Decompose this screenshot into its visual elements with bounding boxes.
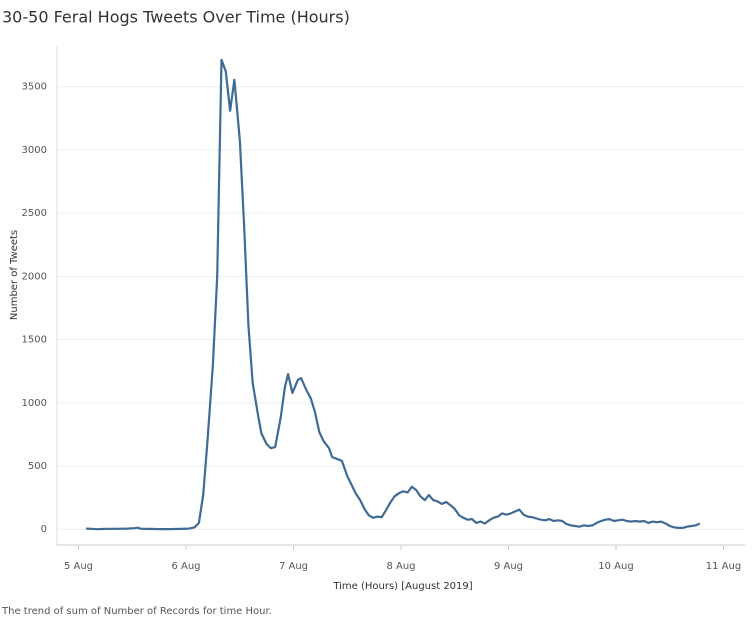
x-tick-label: 8 Aug	[386, 561, 415, 572]
x-tick-label: 6 Aug	[171, 561, 200, 572]
y-tick-label: 0	[41, 524, 47, 535]
x-tick-label: 10 Aug	[598, 561, 633, 572]
x-axis-title: Time (Hours) [August 2019]	[332, 581, 472, 592]
x-tick-label: 5 Aug	[64, 561, 93, 572]
x-tick-label: 9 Aug	[494, 561, 523, 572]
y-axis-title: Number of Tweets	[9, 230, 20, 320]
caption: The trend of sum of Number of Records fo…	[1, 606, 272, 617]
y-tick-label: 2000	[22, 271, 47, 282]
y-tick-label: 500	[28, 461, 47, 472]
y-tick-label: 3500	[22, 82, 47, 93]
y-tick-label: 2500	[22, 208, 47, 219]
x-tick-label: 11 Aug	[706, 561, 741, 572]
line-series	[85, 58, 701, 531]
chart-title: 30-50 Feral Hogs Tweets Over Time (Hours…	[2, 8, 350, 27]
y-tick-label: 3000	[22, 145, 47, 156]
y-tick-label: 1500	[22, 335, 47, 346]
y-tick-label: 1000	[22, 398, 47, 409]
x-tick-label: 7 Aug	[279, 561, 308, 572]
